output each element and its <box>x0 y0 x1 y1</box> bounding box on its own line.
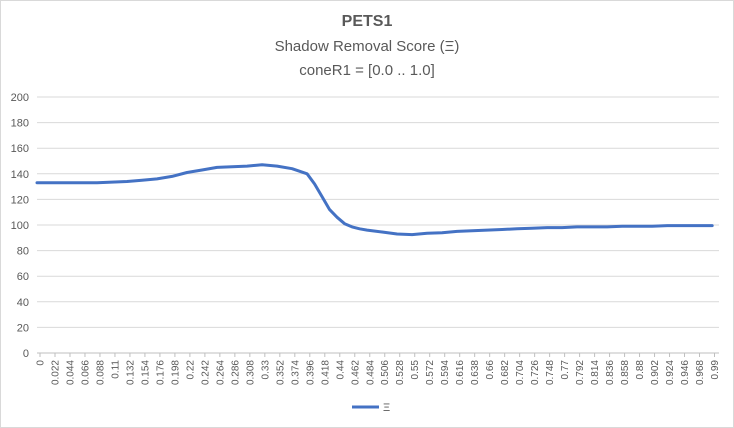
y-tick-label: 40 <box>17 297 29 309</box>
x-tick-label: 0.704 <box>515 360 526 385</box>
gridlines <box>37 96 719 354</box>
x-tick-label: 0.484 <box>365 360 376 385</box>
chart-subtitle-line-2: coneR1 = [0.0 .. 1.0] <box>299 62 435 79</box>
x-tick-label: 0.154 <box>140 360 151 385</box>
x-tick-label: 0.528 <box>395 360 406 385</box>
x-tick-label: 0.594 <box>440 360 451 385</box>
x-tick-label: 0.616 <box>455 360 466 385</box>
x-tick-label: 0.66 <box>485 360 496 380</box>
y-tick-label: 120 <box>11 194 29 206</box>
x-tick-label: 0.374 <box>290 360 301 385</box>
x-tick-label: 0.286 <box>230 360 241 385</box>
x-tick-label: 0.77 <box>560 360 571 380</box>
x-tick-label: 0.638 <box>470 360 481 385</box>
x-tick-label: 0.55 <box>410 360 421 380</box>
x-tick-label: 0.33 <box>260 360 271 380</box>
chart-subtitle-line-1: Shadow Removal Score (Ξ) <box>275 38 460 55</box>
x-tick-label: 0.968 <box>695 360 706 385</box>
x-tick-label: 0.748 <box>545 360 556 385</box>
x-tick-label: 0.22 <box>185 360 196 380</box>
x-tick-label: 0.044 <box>65 360 76 385</box>
x-axis: 0 0.022 0.044 0.066 0.088 0.11 0.132 0.154 0.176… <box>36 353 721 385</box>
x-tick-label: 0.462 <box>350 360 361 385</box>
x-tick-label: 0.792 <box>575 360 586 385</box>
x-tick-label: 0.44 <box>335 360 346 380</box>
x-tick-label: 0.418 <box>320 360 331 385</box>
chart-title: PETS1 <box>342 13 393 30</box>
x-tick-label: 0.066 <box>80 360 91 385</box>
x-tick-label: 0.132 <box>125 360 136 385</box>
y-tick-label: 0 <box>23 348 29 360</box>
y-tick-label: 140 <box>11 169 29 181</box>
series-line <box>35 163 714 237</box>
x-tick-label: 0.814 <box>590 360 601 385</box>
x-tick-label: 0.088 <box>95 360 106 385</box>
x-tick-label: 0.198 <box>170 360 181 385</box>
x-tick-label: 0.924 <box>665 360 676 385</box>
x-tick-label: 0.902 <box>650 360 661 385</box>
x-tick-label: 0.242 <box>200 360 211 385</box>
y-tick-label: 80 <box>17 246 29 258</box>
x-tick-label: 0.88 <box>635 360 646 380</box>
x-tick-label: 0.946 <box>680 360 691 385</box>
y-tick-label: 200 <box>11 92 29 104</box>
x-tick-label: 0.572 <box>425 360 436 385</box>
y-axis: 0 20 40 60 80 100 120 140 160 180 200 <box>11 92 29 360</box>
x-tick-label: 0.022 <box>50 360 61 385</box>
x-tick-label: 0.396 <box>305 360 316 385</box>
x-tick-label: 0.11 <box>110 360 121 379</box>
legend: Ξ <box>352 402 390 414</box>
x-tick-label: 0.176 <box>155 360 166 385</box>
x-tick-label: 0.99 <box>710 360 721 380</box>
y-tick-label: 20 <box>17 322 29 334</box>
y-tick-label: 180 <box>11 118 29 130</box>
x-tick-label: 0.726 <box>530 360 541 385</box>
series-layer <box>35 163 714 237</box>
y-tick-label: 60 <box>17 271 29 283</box>
y-tick-label: 160 <box>11 143 29 155</box>
x-tick-label: 0.836 <box>605 360 616 385</box>
x-tick-label: 0.682 <box>500 360 511 385</box>
x-tick-label: 0.352 <box>275 360 286 385</box>
y-tick-label: 100 <box>11 220 29 232</box>
x-tick-label: 0 <box>36 360 47 366</box>
x-tick-label: 0.308 <box>245 360 256 385</box>
x-tick-label: 0.858 <box>620 360 631 385</box>
x-tick-label: 0.506 <box>380 360 391 385</box>
x-tick-label: 0.264 <box>215 360 226 385</box>
legend-label: Ξ <box>383 402 390 414</box>
